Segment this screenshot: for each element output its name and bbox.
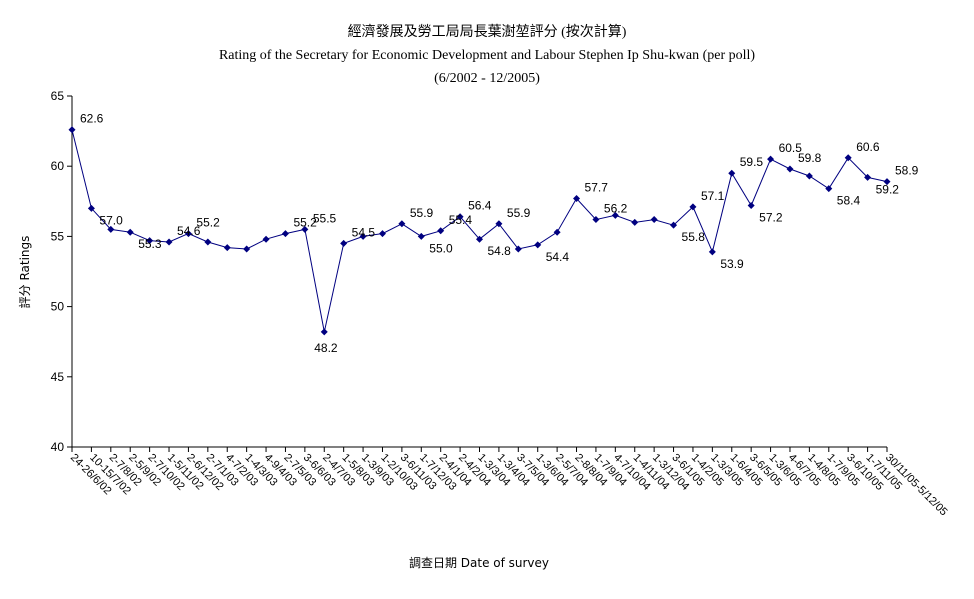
- data-label: 54.4: [546, 250, 570, 264]
- data-point: [378, 230, 386, 238]
- x-axis-label: 調查日期 Date of survey: [409, 556, 549, 570]
- chart-title: 經濟發展及勞工局局長葉澍堃評分 (按次計算): [347, 25, 627, 40]
- data-point: [223, 244, 231, 252]
- data-label: 59.2: [876, 182, 900, 196]
- data-label: 56.2: [604, 202, 628, 216]
- data-label: 59.8: [798, 151, 822, 165]
- data-point: [126, 228, 134, 236]
- data-point: [767, 155, 775, 163]
- data-label: 60.6: [856, 140, 880, 154]
- data-label: 55.2: [196, 216, 220, 230]
- data-point: [864, 173, 872, 181]
- data-point: [165, 238, 173, 246]
- data-point: [437, 227, 445, 235]
- data-label: 55.3: [138, 237, 162, 251]
- data-point: [87, 204, 95, 212]
- data-point: [107, 225, 115, 233]
- data-label: 56.4: [468, 199, 492, 213]
- y-axis-ticks: 40 45 50 55 60 65: [51, 89, 72, 454]
- chart-period: (6/2002 - 12/2005): [434, 71, 540, 86]
- y-tick-label: 55: [51, 229, 65, 243]
- y-tick-label: 50: [51, 300, 65, 314]
- data-point: [456, 213, 464, 221]
- data-label: 55.9: [507, 206, 531, 220]
- data-label: 62.6: [80, 112, 104, 126]
- data-label: 54.5: [352, 225, 376, 239]
- data-label: 48.2: [314, 341, 338, 355]
- y-tick-label: 45: [51, 370, 65, 384]
- data-point: [146, 237, 154, 245]
- data-point: [728, 169, 736, 177]
- data-point: [573, 194, 581, 202]
- data-label: 55.5: [313, 211, 337, 225]
- data-point: [883, 178, 891, 186]
- data-point: [243, 245, 251, 253]
- data-point: [631, 218, 639, 226]
- data-point: [281, 230, 289, 238]
- data-label: 54.8: [488, 244, 512, 258]
- data-point: [805, 172, 813, 180]
- data-label: 58.4: [837, 194, 861, 208]
- data-point: [301, 225, 309, 233]
- data-label: 59.5: [740, 155, 764, 169]
- data-point: [514, 245, 522, 253]
- data-point: [68, 126, 76, 134]
- y-tick-label: 40: [51, 440, 65, 454]
- data-point: [204, 238, 212, 246]
- data-point: [262, 235, 270, 243]
- data-point: [844, 154, 852, 162]
- data-point: [689, 203, 697, 211]
- data-point: [708, 248, 716, 256]
- data-label: 57.0: [99, 213, 123, 227]
- data-point: [184, 230, 192, 238]
- data-point: [670, 221, 678, 229]
- data-label: 54.6: [177, 224, 201, 238]
- chart-subtitle: Rating of the Secretary for Economic Dev…: [218, 48, 756, 63]
- data-point: [650, 216, 658, 224]
- data-label: 55.0: [429, 241, 453, 255]
- data-point: [495, 220, 503, 228]
- data-point: [320, 328, 328, 336]
- data-point: [417, 232, 425, 240]
- data-point: [747, 202, 755, 210]
- data-label: 55.4: [449, 213, 473, 227]
- y-tick-label: 60: [51, 159, 65, 173]
- x-axis-ticks: 24-26/6/0210-15/7/022-7/8/022-5/9/022-7/…: [68, 447, 950, 518]
- data-point: [611, 211, 619, 219]
- data-label: 55.9: [410, 206, 434, 220]
- data-point: [592, 216, 600, 224]
- data-point: [534, 241, 542, 249]
- data-label: 57.7: [585, 180, 609, 194]
- data-point: [340, 239, 348, 247]
- data-point: [825, 185, 833, 193]
- data-point: [359, 232, 367, 240]
- y-axis-label: 評分 Ratings: [17, 236, 32, 309]
- data-label: 55.2: [293, 216, 317, 230]
- data-label: 53.9: [720, 257, 744, 271]
- data-point: [476, 235, 483, 243]
- data-point: [786, 165, 794, 173]
- data-label: 58.9: [895, 164, 919, 178]
- data-point: [553, 228, 561, 236]
- axes: [71, 96, 887, 448]
- data-labels: 62.657.055.354.655.2 55.255.548.254.555.9…: [80, 112, 919, 355]
- data-label: 57.2: [759, 211, 783, 225]
- data-label: 60.5: [779, 141, 803, 155]
- y-tick-label: 65: [51, 89, 65, 103]
- data-label: 55.8: [682, 230, 706, 244]
- data-point: [398, 220, 406, 228]
- series-ratings: [68, 126, 891, 336]
- data-label: 57.1: [701, 189, 725, 203]
